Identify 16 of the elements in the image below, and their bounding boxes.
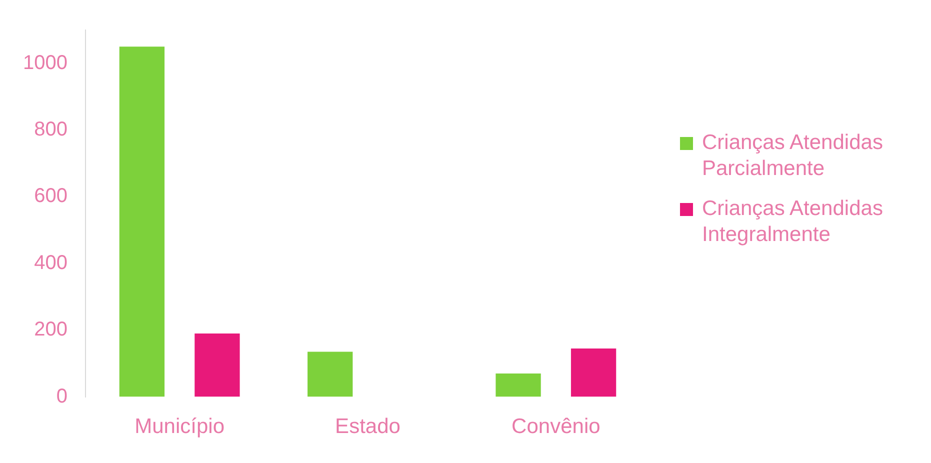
bar [119, 46, 165, 397]
legend-label: Crianças Atendidas Parcialmente [702, 130, 884, 182]
y-tick-label: 400 [34, 252, 68, 274]
legend-label: Crianças Atendidas Integralmente [702, 196, 884, 248]
x-tick-label: Município [134, 415, 225, 438]
x-tick-label: Estado [335, 415, 400, 438]
y-tick-label: 1000 [22, 52, 68, 74]
y-tick-label: 600 [34, 185, 68, 208]
bar [308, 352, 353, 397]
bar [496, 373, 541, 397]
y-tick-label: 0 [56, 385, 68, 408]
bar [194, 333, 240, 397]
y-tick-label: 800 [34, 118, 68, 141]
bar [570, 348, 616, 397]
y-tick-label: 200 [34, 318, 68, 341]
x-tick-label: Convênio [512, 415, 600, 438]
